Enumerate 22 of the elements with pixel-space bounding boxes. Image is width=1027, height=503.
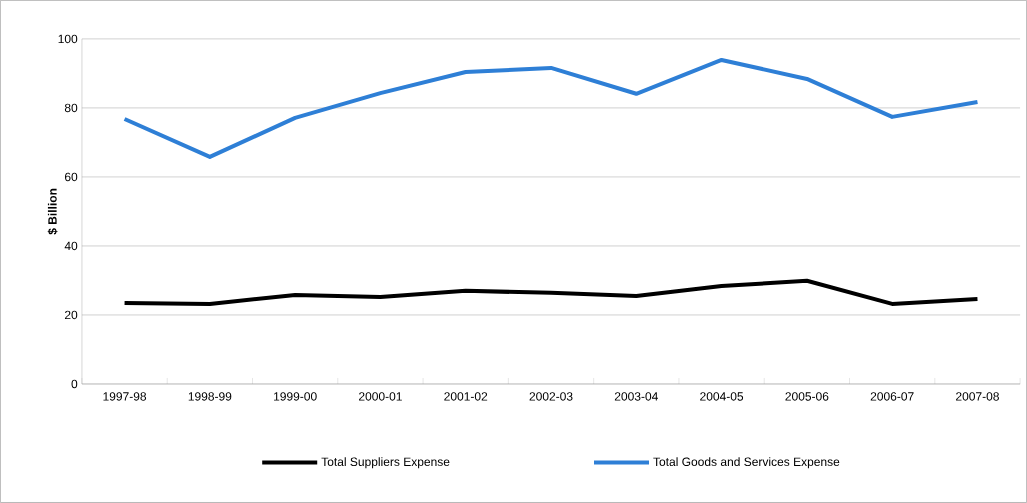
x-tick-label: 2007-08 [956, 392, 999, 401]
y-tick-label: 100 [58, 34, 78, 44]
y-axis-title: $ Billion [47, 188, 58, 235]
x-tick-label: 2002-03 [529, 392, 573, 401]
legend-label: Total Suppliers Expense [321, 457, 450, 469]
y-tick-label: 80 [64, 103, 78, 113]
x-tick-label: 2006-07 [870, 392, 914, 401]
y-tick-label: 20 [64, 310, 78, 320]
line-series [122, 58, 980, 159]
x-tick-label: 1999-00 [274, 392, 317, 401]
y-tick-label: 60 [64, 172, 78, 182]
legend-label: Total Goods and Services Expense [653, 457, 840, 469]
x-tick-label: 2001-02 [444, 392, 488, 401]
y-tick-label: 0 [71, 379, 78, 389]
x-tick-label: 2005-06 [785, 392, 829, 401]
x-tick-label: 2004-05 [700, 392, 744, 401]
line-series [122, 278, 980, 306]
x-tick-label: 1998-99 [188, 392, 232, 401]
x-tick-label: 1997-98 [103, 392, 147, 401]
x-tick-label: 2000-01 [359, 392, 402, 401]
y-tick-label: 40 [64, 241, 78, 251]
x-tick-label: 2003-04 [614, 392, 658, 401]
